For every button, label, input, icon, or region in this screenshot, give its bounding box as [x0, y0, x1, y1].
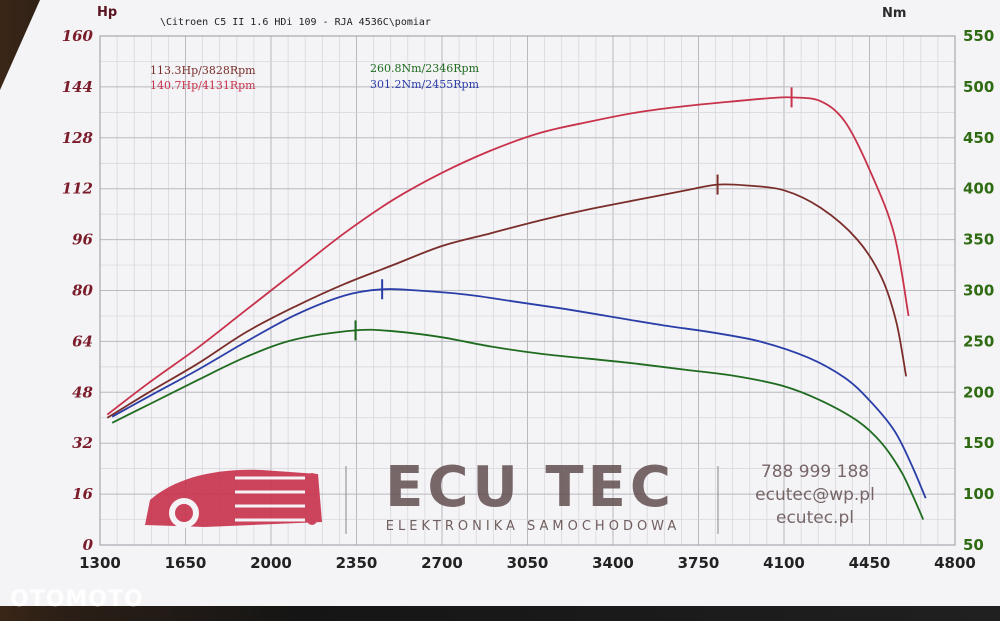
nm-tick-label: 350	[963, 231, 994, 249]
x-tick-label: 3050	[507, 554, 549, 572]
hp-tick-label: 160	[62, 27, 94, 45]
hp-tick-label: 48	[72, 383, 93, 401]
circuit-node	[307, 515, 317, 525]
car-circuit-icon	[145, 469, 322, 528]
nm-tick-label: 300	[963, 282, 994, 300]
hp-tick-label: 128	[62, 129, 94, 147]
nm-tick-label: 250	[963, 332, 994, 350]
hp-tick-label: 80	[72, 282, 93, 300]
nm-tick-label: 50	[963, 536, 984, 554]
series-line-2	[106, 96, 910, 416]
car-wheel-hub	[175, 504, 193, 522]
hp-tick-label: 112	[62, 180, 93, 198]
x-tick-label: 1650	[165, 554, 207, 572]
contact-web: ecutec.pl	[776, 508, 854, 528]
axis-labels: 1300 1650 2000 2350 2700 3050 3400 3750 4100 4450…	[62, 27, 995, 572]
x-tick-label: 4800	[934, 554, 976, 572]
hp-tick-label: 144	[62, 78, 93, 96]
annotation-hp-after: 140.7Hp/4131Rpm	[150, 79, 256, 92]
brand-tagline: ELEKTRONIKA SAMOCHODOWA	[386, 519, 680, 534]
circuit-node	[307, 487, 317, 497]
nm-tick-label: 200	[963, 383, 994, 401]
circuit-node	[307, 501, 317, 511]
contact-email: ecutec@wp.pl	[755, 485, 875, 505]
series-line-1	[106, 183, 907, 419]
chart-title: \Citroen C5 II 1.6 HDi 109 - RJA 4536C\p…	[160, 17, 431, 28]
nm-axis-unit: Nm	[882, 6, 906, 21]
series-layer	[106, 87, 927, 520]
x-tick-label: 4450	[849, 554, 891, 572]
x-tick-label: 1300	[79, 554, 121, 572]
nm-tick-label: 500	[963, 78, 994, 96]
chart-grid	[99, 35, 956, 546]
hp-tick-label: 0	[83, 536, 94, 554]
plot-frame	[99, 35, 956, 546]
series-line-4	[111, 288, 927, 499]
contact-phone: 788 999 188	[761, 462, 869, 482]
brand-name: ECU TEC	[385, 455, 675, 520]
hp-axis-unit: Hp	[97, 5, 117, 20]
x-tick-label: 2700	[421, 554, 463, 572]
x-tick-label: 3400	[592, 554, 634, 572]
nm-tick-label: 400	[963, 180, 994, 198]
annotation-nm-after: 301.2Nm/2455Rpm	[370, 78, 480, 91]
hp-tick-label: 16	[72, 485, 93, 503]
hp-tick-label: 32	[72, 434, 93, 452]
nm-tick-label: 150	[963, 434, 994, 452]
x-tick-label: 3750	[678, 554, 720, 572]
x-tick-label: 4100	[763, 554, 805, 572]
otomoto-watermark: OTOMOTO	[10, 587, 144, 612]
hp-tick-label: 64	[72, 332, 93, 350]
hp-tick-label: 96	[72, 231, 93, 249]
x-tick-label: 2350	[336, 554, 378, 572]
series-line-3	[111, 328, 925, 520]
annotation-hp-before: 113.3Hp/3828Rpm	[150, 64, 256, 77]
circuit-node	[307, 473, 317, 483]
nm-tick-label: 450	[963, 129, 994, 147]
x-tick-label: 2000	[250, 554, 292, 572]
nm-tick-label: 550	[963, 27, 994, 45]
annotation-nm-before: 260.8Nm/2346Rpm	[370, 62, 480, 75]
nm-tick-label: 100	[963, 485, 994, 503]
